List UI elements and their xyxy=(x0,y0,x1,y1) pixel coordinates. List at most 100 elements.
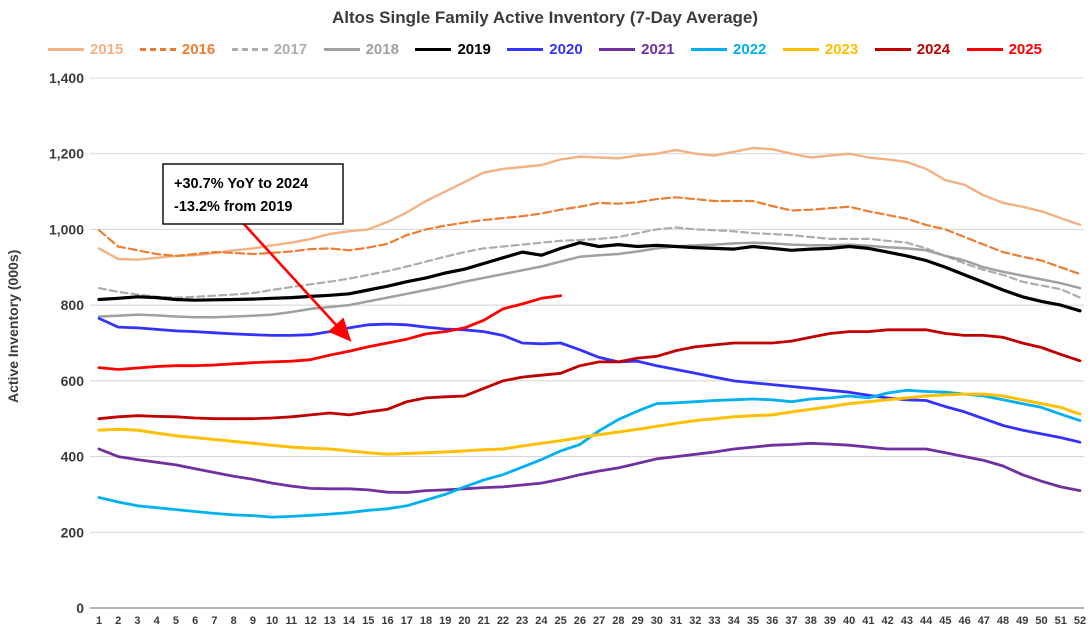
legend-label-2021: 2021 xyxy=(641,40,675,58)
x-tick-label-4: 4 xyxy=(154,615,161,627)
x-tick-label-14: 14 xyxy=(343,615,356,627)
x-tick-label-21: 21 xyxy=(478,615,490,627)
legend-label-2025: 2025 xyxy=(1008,40,1042,58)
x-tick-label-37: 37 xyxy=(785,615,797,627)
legend-label-2020: 2020 xyxy=(549,40,583,58)
x-tick-label-49: 49 xyxy=(1016,615,1028,627)
x-tick-label-47: 47 xyxy=(978,615,990,627)
x-tick-label-36: 36 xyxy=(766,615,778,627)
y-tick-label-1400: 1,400 xyxy=(49,70,84,86)
series-line-2025 xyxy=(97,294,562,371)
legend-swatch-2020 xyxy=(507,47,544,51)
series-line-2024 xyxy=(97,328,1082,421)
y-tick-label-200: 200 xyxy=(61,524,85,540)
legend: 2015 2016 2017 2018 2019 2020 2021 2022 2023 2024… xyxy=(0,32,1090,62)
x-tick-label-13: 13 xyxy=(324,615,336,627)
legend-item-2022: 2022 xyxy=(691,41,766,58)
legend-item-2023: 2023 xyxy=(782,40,859,58)
y-tick-label-400: 400 xyxy=(61,449,85,465)
x-tick-label-25: 25 xyxy=(555,615,567,627)
x-tick-label-5: 5 xyxy=(173,615,179,627)
x-tick-label-34: 34 xyxy=(728,615,741,627)
legend-item-2019: 2019 xyxy=(415,40,491,58)
x-tick-label-46: 46 xyxy=(958,615,970,627)
series-line-2015 xyxy=(97,146,1082,261)
legend-label-2016: 2016 xyxy=(181,40,216,58)
y-tick-label-800: 800 xyxy=(61,297,85,313)
x-tick-label-45: 45 xyxy=(939,615,951,627)
x-tick-label-6: 6 xyxy=(192,615,198,627)
annotation-line-1: +30.7% YoY to 2024 xyxy=(174,176,308,192)
x-tick-label-29: 29 xyxy=(631,615,643,627)
x-tick-label-19: 19 xyxy=(439,615,451,627)
x-tick-label-11: 11 xyxy=(286,615,298,627)
x-tick-label-33: 33 xyxy=(708,615,720,627)
x-tick-label-38: 38 xyxy=(805,615,817,627)
y-tick-label-1200: 1,200 xyxy=(49,146,84,162)
legend-swatch-2015 xyxy=(48,47,84,51)
legend-swatch-2018 xyxy=(323,47,360,51)
x-tick-label-27: 27 xyxy=(593,615,605,627)
x-tick-label-20: 20 xyxy=(458,615,470,627)
legend-swatch-2016 xyxy=(139,47,176,51)
legend-swatch-2017 xyxy=(231,47,268,51)
legend-item-2025: 2025 xyxy=(966,40,1042,58)
x-tick-label-10: 10 xyxy=(266,615,278,627)
x-tick-label-18: 18 xyxy=(420,615,432,627)
legend-label-2018: 2018 xyxy=(365,40,399,58)
legend-label-2017: 2017 xyxy=(273,40,308,58)
x-tick-label-12: 12 xyxy=(304,615,316,627)
x-tick-label-35: 35 xyxy=(747,615,759,627)
chart-title: Altos Single Family Active Inventory (7-… xyxy=(331,8,759,27)
x-tick-label-31: 31 xyxy=(670,615,682,627)
legend-item-2020: 2020 xyxy=(507,40,583,58)
x-tick-label-16: 16 xyxy=(381,615,393,627)
series-line-2016 xyxy=(97,196,1082,276)
legend-swatch-2024 xyxy=(874,47,911,51)
x-tick-label-28: 28 xyxy=(612,615,624,627)
x-tick-label-22: 22 xyxy=(497,615,509,627)
legend-swatch-2023 xyxy=(782,47,819,51)
y-tick-label-600: 600 xyxy=(61,373,85,389)
x-tick-label-15: 15 xyxy=(362,615,374,627)
x-tick-label-2: 2 xyxy=(115,615,121,627)
series-line-2018 xyxy=(97,241,1082,319)
x-tick-label-42: 42 xyxy=(882,615,894,627)
legend-item-2016: 2016 xyxy=(139,40,216,58)
legend-item-2024: 2024 xyxy=(874,41,950,58)
x-tick-label-17: 17 xyxy=(401,615,413,627)
x-tick-label-30: 30 xyxy=(651,615,663,627)
legend-label-2015: 2015 xyxy=(90,40,124,58)
x-tick-label-52: 52 xyxy=(1074,615,1086,627)
x-tick-label-8: 8 xyxy=(231,615,237,627)
y-tick-label-1000: 1,000 xyxy=(49,221,84,237)
series-line-2023 xyxy=(97,392,1082,456)
legend-label-2023: 2023 xyxy=(824,40,859,58)
series-line-2020 xyxy=(97,316,1082,444)
x-tick-label-51: 51 xyxy=(1055,615,1067,627)
legend-swatch-2021 xyxy=(599,47,636,51)
x-tick-label-1: 1 xyxy=(96,615,102,627)
x-tick-label-40: 40 xyxy=(843,615,855,627)
x-tick-label-39: 39 xyxy=(824,615,836,627)
x-tick-label-9: 9 xyxy=(250,615,256,627)
legend-label-2019: 2019 xyxy=(457,40,491,58)
x-tick-label-3: 3 xyxy=(134,615,140,627)
x-tick-label-50: 50 xyxy=(1035,615,1047,627)
legend-label-2022: 2022 xyxy=(733,40,767,58)
x-tick-label-7: 7 xyxy=(211,615,217,627)
y-axis-title: Active Inventory (000s) xyxy=(5,250,21,403)
legend-swatch-2022 xyxy=(691,47,728,51)
legend-swatch-2025 xyxy=(966,47,1003,51)
series-line-2022 xyxy=(97,388,1082,519)
legend-item-2018: 2018 xyxy=(323,40,399,58)
series-line-2017 xyxy=(97,226,1082,299)
x-tick-label-32: 32 xyxy=(689,615,701,627)
legend-item-2021: 2021 xyxy=(599,40,675,58)
x-tick-label-24: 24 xyxy=(535,615,548,627)
y-tick-label-0: 0 xyxy=(76,600,84,616)
annotation-arrow xyxy=(241,221,352,342)
series-line-2021 xyxy=(97,441,1082,494)
x-tick-label-48: 48 xyxy=(997,615,1009,627)
series-line-2019 xyxy=(97,241,1082,313)
